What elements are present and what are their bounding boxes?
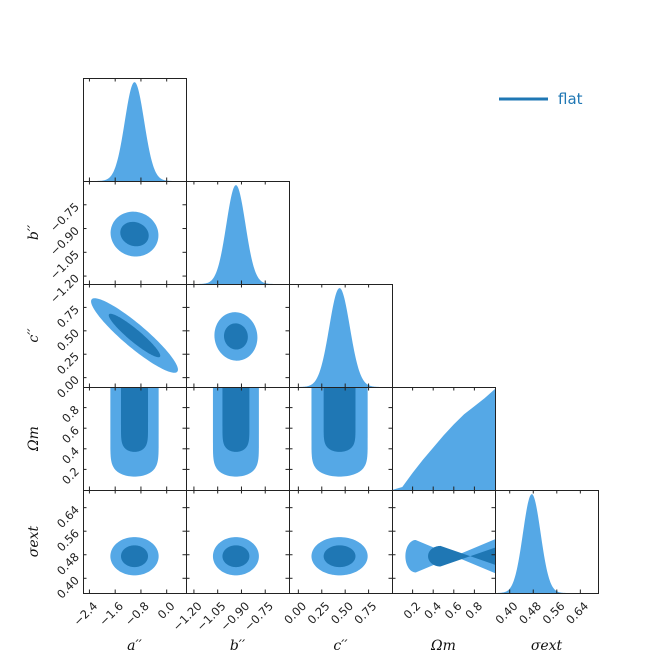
contour-a-c-inner [108,313,161,358]
y-tick-label-sig: 0.64 [54,503,82,531]
y-tick-label-c: 0.50 [54,326,82,354]
x-tick-label-sig: 0.48 [516,599,544,627]
y-axis-label-c: c′′ [26,328,42,343]
y-axis-label-b: b′′ [26,224,42,240]
x-tick-label-a: −1.6 [96,599,126,629]
x-tick-label-c: 0.00 [281,599,309,627]
x-axis-label-om: Ωm [430,638,456,654]
x-tick-label-om: 0.6 [442,599,465,622]
x-tick-label-c: 0.50 [328,599,356,627]
x-tick-label-om: 0.4 [421,599,444,622]
y-tick-label-sig: 0.56 [54,526,82,554]
y-tick-label-om: 0.8 [59,403,82,426]
y-tick-label-c: 0.25 [54,349,82,377]
y-tick-label-sig: 0.40 [54,573,82,601]
contour-b-c-inner [223,323,248,350]
x-tick-label-sig: 0.64 [563,599,591,627]
y-axis-label-om: Ωm [26,426,42,452]
marginal-om [392,389,495,490]
panel-frame-om-sig [392,490,496,594]
contour-b-sig-inner [222,545,250,568]
contour-a-sig-inner [120,545,149,568]
contour-a-b-inner [120,221,149,247]
x-tick-label-c: 0.75 [351,599,379,627]
contour-a-om-inner [120,387,149,452]
y-tick-label-om: 0.6 [59,423,82,446]
x-axis-label-b: b′′ [230,638,246,654]
panel-frame-sig-sig [495,490,599,594]
y-tick-label-c: 0.75 [54,302,82,330]
contour-c-om-inner [323,387,356,452]
x-tick-label-a: −2.4 [71,599,101,629]
y-tick-label-sig: 0.48 [54,550,82,578]
x-tick-label-sig: 0.40 [493,599,521,627]
legend-label-flat: flat [558,90,583,108]
y-tick-label-om: 0.2 [59,464,82,487]
contour-c-sig-inner [323,545,356,568]
y-axis-label-sig: σext [26,525,42,557]
y-tick-label-c: 0.00 [54,373,82,401]
marginal-c [289,288,392,387]
x-tick-label-c: 0.25 [305,599,333,627]
x-tick-label-om: 0.2 [401,599,424,622]
y-tick-label-om: 0.4 [59,444,82,467]
contour-om-sig-inner [428,545,495,567]
x-tick-label-sig: 0.56 [540,599,568,627]
x-tick-label-om: 0.8 [462,599,485,622]
marginal-a [83,82,186,181]
x-tick-label-a: −0.8 [122,599,152,629]
marginal-b [186,185,289,284]
x-axis-label-a: a′′ [127,638,143,654]
contour-b-om-inner [222,387,250,452]
x-axis-label-sig: σext [531,638,563,654]
x-axis-label-c: c′′ [333,638,348,654]
marginal-sig [495,494,598,593]
